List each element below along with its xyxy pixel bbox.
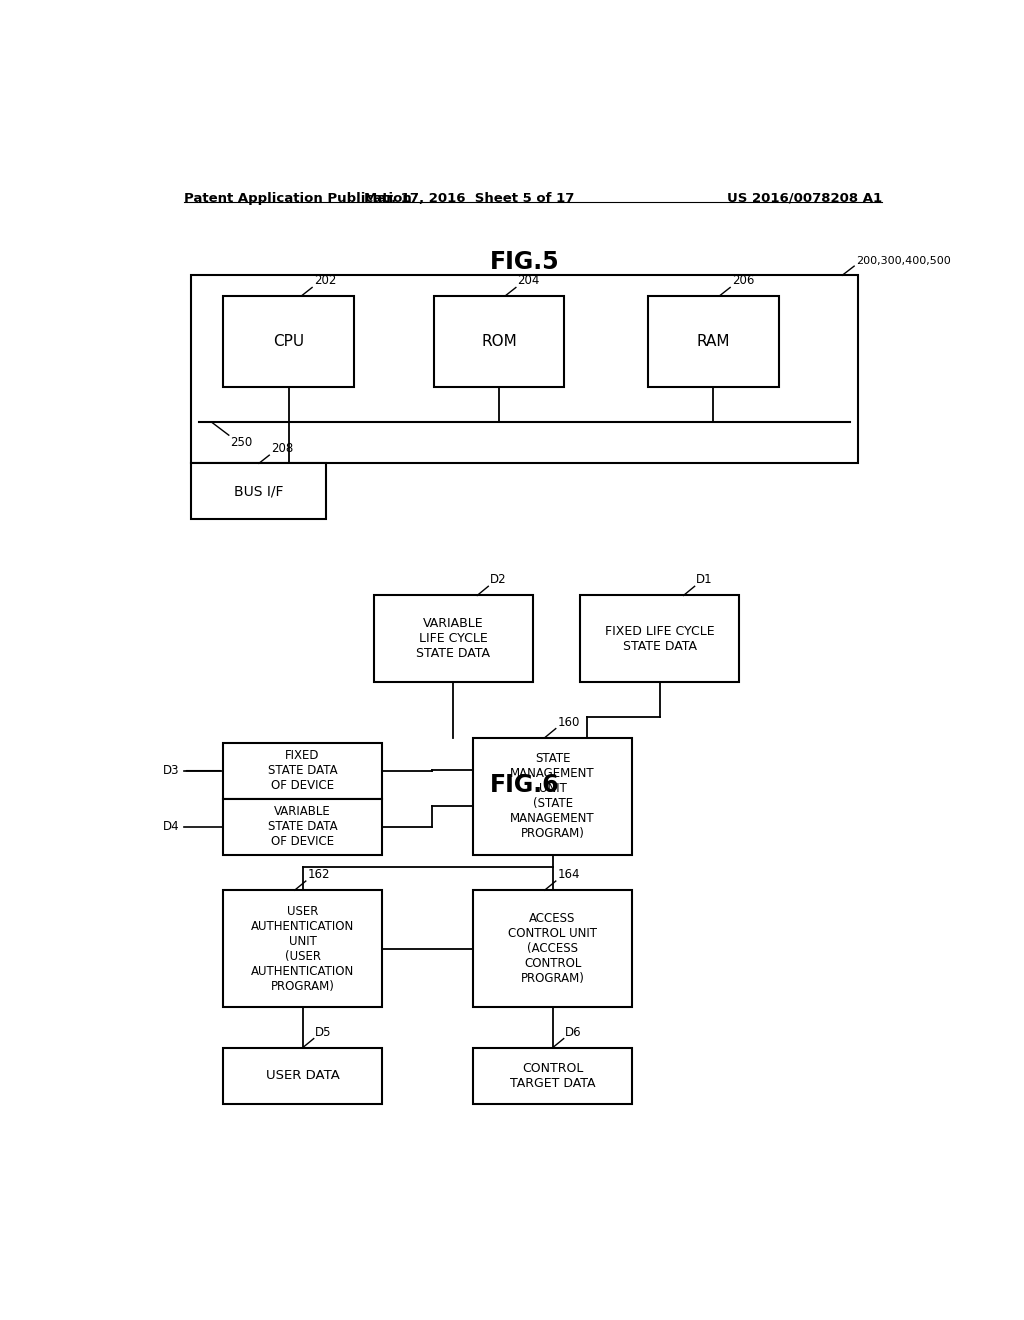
Text: USER
AUTHENTICATION
UNIT
(USER
AUTHENTICATION
PROGRAM): USER AUTHENTICATION UNIT (USER AUTHENTIC… <box>251 904 354 993</box>
Bar <box>223 799 382 854</box>
Bar <box>191 276 858 463</box>
Text: D3: D3 <box>163 764 179 777</box>
Text: Mar. 17, 2016  Sheet 5 of 17: Mar. 17, 2016 Sheet 5 of 17 <box>365 191 574 205</box>
Text: FIXED LIFE CYCLE
STATE DATA: FIXED LIFE CYCLE STATE DATA <box>605 624 715 652</box>
Text: STATE
MANAGEMENT
UNIT
(STATE
MANAGEMENT
PROGRAM): STATE MANAGEMENT UNIT (STATE MANAGEMENT … <box>510 752 595 841</box>
Text: CPU: CPU <box>273 334 304 348</box>
Text: VARIABLE
LIFE CYCLE
STATE DATA: VARIABLE LIFE CYCLE STATE DATA <box>417 618 490 660</box>
Text: 206: 206 <box>732 275 754 288</box>
Text: ROM: ROM <box>481 334 517 348</box>
Text: D6: D6 <box>565 1026 582 1039</box>
Text: ACCESS
CONTROL UNIT
(ACCESS
CONTROL
PROGRAM): ACCESS CONTROL UNIT (ACCESS CONTROL PROG… <box>508 912 597 985</box>
Text: 164: 164 <box>557 869 580 880</box>
Bar <box>433 296 564 387</box>
Text: D1: D1 <box>696 573 713 586</box>
Text: 250: 250 <box>230 436 253 449</box>
Bar <box>581 595 739 682</box>
Bar <box>473 738 632 854</box>
Text: USER DATA: USER DATA <box>265 1069 340 1082</box>
Text: D2: D2 <box>489 573 507 586</box>
Bar <box>374 595 532 682</box>
Bar <box>223 890 382 1007</box>
Bar <box>191 463 327 519</box>
Text: VARIABLE
STATE DATA
OF DEVICE: VARIABLE STATE DATA OF DEVICE <box>268 805 337 849</box>
Bar <box>473 890 632 1007</box>
Bar <box>223 743 382 799</box>
Text: D4: D4 <box>163 820 179 833</box>
Text: 160: 160 <box>557 715 580 729</box>
Text: RAM: RAM <box>696 334 730 348</box>
Bar <box>473 1048 632 1104</box>
Text: BUS I/F: BUS I/F <box>234 484 284 498</box>
Text: 202: 202 <box>313 275 336 288</box>
Bar <box>223 1048 382 1104</box>
Text: D5: D5 <box>315 1026 332 1039</box>
Bar <box>223 296 354 387</box>
Text: 162: 162 <box>307 869 330 880</box>
Text: 208: 208 <box>270 442 293 455</box>
Text: 204: 204 <box>517 275 540 288</box>
Text: FIG.6: FIG.6 <box>490 774 559 797</box>
Text: FIG.5: FIG.5 <box>490 249 559 273</box>
Text: CONTROL
TARGET DATA: CONTROL TARGET DATA <box>510 1061 595 1090</box>
Text: US 2016/0078208 A1: US 2016/0078208 A1 <box>727 191 882 205</box>
Bar <box>648 296 779 387</box>
Text: Patent Application Publication: Patent Application Publication <box>183 191 412 205</box>
Text: FIXED
STATE DATA
OF DEVICE: FIXED STATE DATA OF DEVICE <box>268 750 337 792</box>
Text: 200,300,400,500: 200,300,400,500 <box>856 256 950 267</box>
